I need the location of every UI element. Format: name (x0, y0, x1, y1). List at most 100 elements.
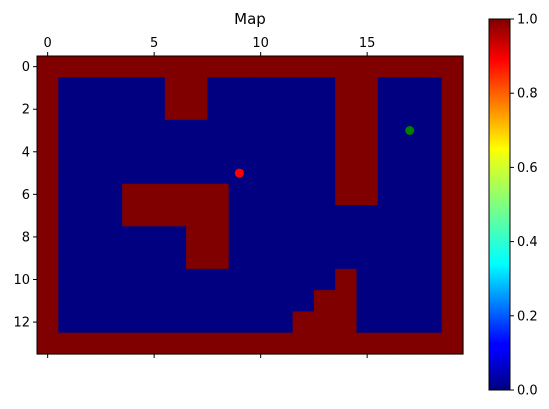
heatmap-cell (313, 290, 336, 313)
heatmap-cell (122, 162, 145, 185)
heatmap-cell (313, 311, 336, 334)
heatmap-cell (271, 311, 294, 334)
heatmap-cell (420, 226, 443, 249)
heatmap-cell (207, 247, 230, 270)
heatmap-cell (399, 56, 421, 78)
heatmap-cell (143, 290, 166, 313)
heatmap-cell (356, 332, 379, 355)
heatmap-cell (399, 268, 421, 291)
heatmap-cell (58, 141, 81, 164)
colorbar (488, 18, 511, 391)
heatmap-cell (79, 268, 102, 291)
heatmap-cell (313, 226, 336, 249)
heatmap-cell (250, 290, 272, 313)
heatmap-cell (420, 162, 443, 185)
heatmap-cell (356, 268, 379, 291)
heatmap-cell (292, 119, 315, 142)
heatmap-cell (58, 290, 81, 313)
heatmap-cell (356, 247, 379, 270)
heatmap-cell (420, 141, 443, 164)
heatmap-cell (186, 205, 208, 227)
heatmap-cell (79, 247, 102, 270)
heatmap-cell (292, 162, 315, 185)
heatmap-cell (271, 162, 294, 185)
heatmap-cell (37, 247, 59, 270)
heatmap-cell (122, 290, 145, 313)
heatmap-cell (143, 226, 166, 249)
heatmap-cell (143, 205, 166, 227)
heatmap-cell (79, 290, 102, 313)
heatmap-cell (377, 226, 400, 249)
heatmap-cell (250, 247, 272, 270)
heatmap-cell (335, 56, 358, 78)
heatmap-cell (399, 311, 421, 334)
heatmap-cell (37, 290, 59, 313)
heatmap-cell (37, 268, 59, 291)
heatmap-cell (207, 77, 230, 100)
heatmap-cell (207, 56, 230, 78)
heatmap-cell (228, 311, 251, 334)
heatmap-cell (441, 226, 464, 249)
heatmap-cell (37, 183, 59, 206)
heatmap-cell (79, 119, 102, 142)
colorbar-tick-label: 0.0 (517, 384, 538, 399)
heatmap-cell (207, 141, 230, 164)
heatmap-cell (58, 332, 81, 355)
heatmap-cell (335, 183, 358, 206)
heatmap-cell (271, 205, 294, 227)
heatmap-cell (164, 183, 187, 206)
heatmap-cell (292, 56, 315, 78)
heatmap-cell (441, 183, 464, 206)
heatmap-cell (250, 77, 272, 100)
heatmap-cell (271, 141, 294, 164)
heatmap-cell (399, 226, 421, 249)
heatmap-cell (377, 332, 400, 355)
heatmap-cell (399, 141, 421, 164)
colorbar-tick-label: 0.8 (517, 87, 538, 102)
heatmap-cell (292, 332, 315, 355)
heatmap-cell (164, 205, 187, 227)
heatmap-cell (313, 119, 336, 142)
heatmap-cell (335, 119, 358, 142)
heatmap-cell (420, 98, 443, 121)
heatmap-cell (207, 119, 230, 142)
heatmap-cell (335, 332, 358, 355)
heatmap-cell (292, 77, 315, 100)
y-tick-label: 0 (22, 60, 30, 75)
heatmap-cell (356, 56, 379, 78)
heatmap-cell (228, 205, 251, 227)
heatmap-cell (356, 162, 379, 185)
heatmap-cell (377, 290, 400, 313)
heatmap-cell (122, 205, 145, 227)
heatmap-cell (271, 268, 294, 291)
heatmap-cell (58, 226, 81, 249)
heatmap-cell (143, 77, 166, 100)
heatmap-cell (356, 290, 379, 313)
heatmap-cell (292, 311, 315, 334)
heatmap-cell (164, 268, 187, 291)
heatmap-cell (313, 162, 336, 185)
heatmap-cell (122, 141, 145, 164)
heatmap-cell (37, 77, 59, 100)
heatmap-cell (164, 247, 187, 270)
heatmap-cell (100, 56, 123, 78)
heatmap-cell (420, 290, 443, 313)
heatmap-cell (143, 311, 166, 334)
y-tick-label: 6 (22, 188, 30, 203)
heatmap-cell (164, 56, 187, 78)
heatmap-cell (37, 162, 59, 185)
y-tick-label: 10 (13, 273, 30, 288)
heatmap-cell (228, 247, 251, 270)
heatmap-cell (100, 247, 123, 270)
heatmap-cell (143, 162, 166, 185)
heatmap-cell (228, 268, 251, 291)
heatmap-cell (335, 226, 358, 249)
heatmap-cell (313, 141, 336, 164)
heatmap-cell (292, 268, 315, 291)
heatmap-cell (79, 162, 102, 185)
heatmap-cell (228, 56, 251, 78)
heatmap-cell (186, 290, 208, 313)
heatmap-cell (420, 56, 443, 78)
y-tick-label: 2 (22, 103, 30, 118)
heatmap-cell (420, 205, 443, 227)
